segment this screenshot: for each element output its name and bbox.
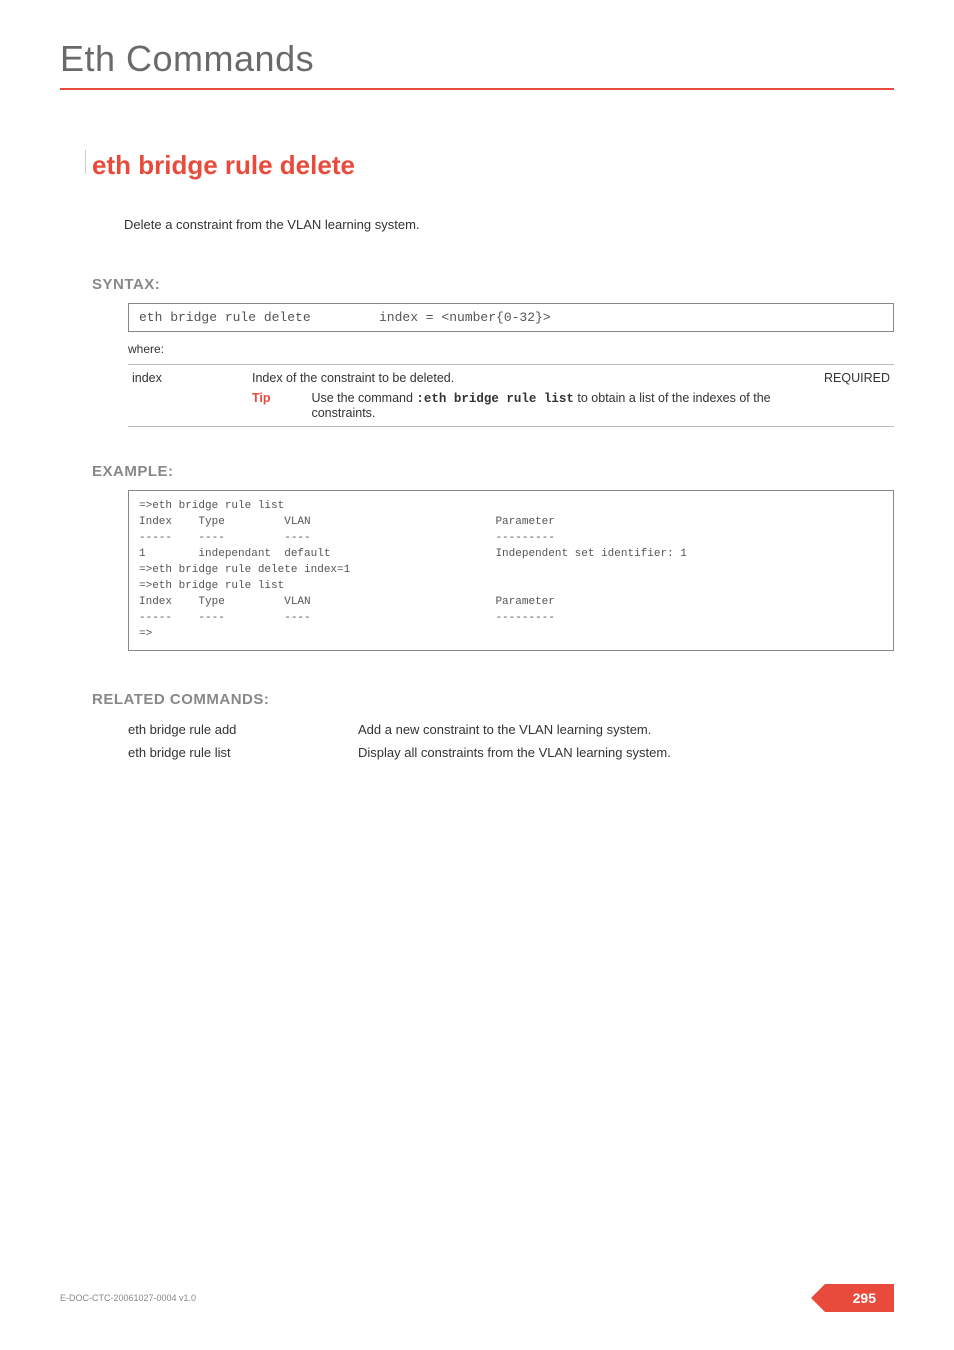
param-name: index bbox=[128, 365, 248, 427]
param-row: index Index of the constraint to be dele… bbox=[128, 365, 894, 427]
where-label: where: bbox=[128, 342, 894, 356]
param-table: index Index of the constraint to be dele… bbox=[128, 364, 894, 427]
tip-code: :eth bridge rule list bbox=[416, 392, 574, 406]
chapter-title: Eth Commands bbox=[60, 38, 894, 80]
param-description: Index of the constraint to be deleted. T… bbox=[248, 365, 804, 427]
param-desc-text: Index of the constraint to be deleted. bbox=[252, 371, 800, 385]
tip-prefix: Use the command bbox=[311, 391, 416, 405]
related-command-desc: Display all constraints from the VLAN le… bbox=[358, 741, 671, 764]
example-box: =>eth bridge rule list Index Type VLAN P… bbox=[128, 490, 894, 651]
related-command-name: eth bridge rule add bbox=[128, 718, 358, 741]
tip-label: Tip bbox=[252, 391, 308, 405]
related-heading: RELATED COMMANDS: bbox=[92, 691, 894, 708]
page-number-badge: 295 bbox=[825, 1284, 894, 1312]
syntax-command: eth bridge rule delete bbox=[139, 310, 379, 325]
related-command-name: eth bridge rule list bbox=[128, 741, 358, 764]
syntax-args: index = <number{0-32}> bbox=[379, 310, 551, 325]
example-heading: EXAMPLE: bbox=[92, 463, 894, 480]
param-required: REQUIRED bbox=[804, 365, 894, 427]
title-left-bar bbox=[85, 150, 86, 174]
tip-text: Use the command :eth bridge rule list to… bbox=[311, 391, 799, 420]
related-commands-table: eth bridge rule add Add a new constraint… bbox=[128, 718, 671, 764]
related-command-desc: Add a new constraint to the VLAN learnin… bbox=[358, 718, 671, 741]
command-description: Delete a constraint from the VLAN learni… bbox=[124, 217, 894, 232]
header-divider bbox=[60, 88, 894, 90]
related-row: eth bridge rule list Display all constra… bbox=[128, 741, 671, 764]
syntax-box: eth bridge rule deleteindex = <number{0-… bbox=[128, 303, 894, 332]
related-row: eth bridge rule add Add a new constraint… bbox=[128, 718, 671, 741]
command-title: eth bridge rule delete bbox=[92, 150, 894, 181]
page-footer: E-DOC-CTC-20061027-0004 v1.0 295 bbox=[60, 1284, 894, 1312]
syntax-heading: SYNTAX: bbox=[92, 276, 894, 293]
document-id: E-DOC-CTC-20061027-0004 v1.0 bbox=[60, 1293, 196, 1303]
